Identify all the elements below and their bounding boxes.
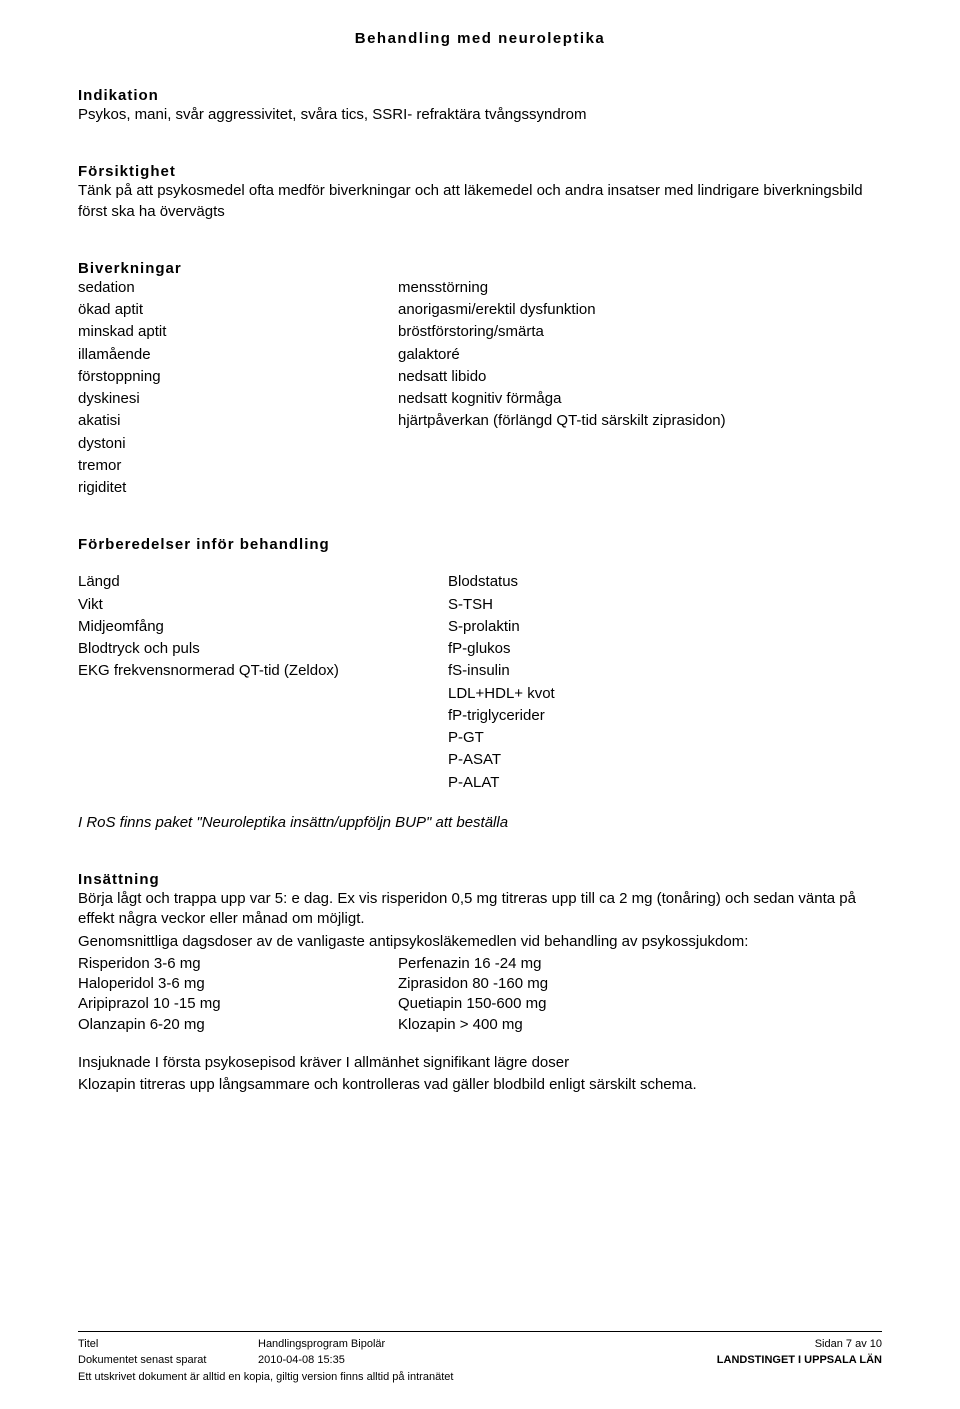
biverkningar-left: sedation bbox=[78, 278, 398, 298]
biverkningar-row: dystoni bbox=[78, 434, 882, 454]
forberedelser-right: Blodstatus bbox=[448, 572, 882, 592]
forberedelser-row: P-ALAT bbox=[78, 773, 882, 793]
forberedelser-left bbox=[78, 773, 448, 793]
dose-left: Haloperidol 3-6 mg bbox=[78, 974, 398, 994]
footer-print-note: Ett utskrivet dokument är alltid en kopi… bbox=[78, 1369, 882, 1386]
biverkningar-row: illamåendegalaktoré bbox=[78, 345, 882, 365]
biverkningar-right: mensstörning bbox=[398, 278, 882, 298]
dose-right: Klozapin > 400 mg bbox=[398, 1015, 882, 1035]
biverkningar-left: akatisi bbox=[78, 411, 398, 431]
biverkningar-right: nedsatt libido bbox=[398, 367, 882, 387]
biverkningar-right: bröstförstoring/smärta bbox=[398, 322, 882, 342]
dose-left: Olanzapin 6-20 mg bbox=[78, 1015, 398, 1035]
forberedelser-left: Midjeomfång bbox=[78, 617, 448, 637]
forberedelser-row: fP-triglycerider bbox=[78, 706, 882, 726]
dose-right: Perfenazin 16 -24 mg bbox=[398, 954, 882, 974]
footer-saved-value: 2010-04-08 15:35 bbox=[258, 1352, 345, 1369]
heading-indikation: Indikation bbox=[78, 87, 882, 104]
forberedelser-row: P-ASAT bbox=[78, 750, 882, 770]
forberedelser-row: ViktS-TSH bbox=[78, 595, 882, 615]
ros-note: I RoS finns paket "Neuroleptika insättn/… bbox=[78, 813, 882, 833]
biverkningar-row: förstoppningnedsatt libido bbox=[78, 367, 882, 387]
insattning-para3: Insjuknade I första psykosepisod kräver … bbox=[78, 1053, 882, 1073]
footer-org: LANDSTINGET I UPPSALA LÄN bbox=[717, 1352, 882, 1369]
biverkningar-row: tremor bbox=[78, 456, 882, 476]
dose-left: Aripiprazol 10 -15 mg bbox=[78, 994, 398, 1014]
forberedelser-row: P-GT bbox=[78, 728, 882, 748]
forberedelser-right: P-ASAT bbox=[448, 750, 882, 770]
page-footer: Titel Handlingsprogram Bipolär Sidan 7 a… bbox=[78, 1331, 882, 1386]
insattning-para1: Börja lågt och trappa upp var 5: e dag. … bbox=[78, 889, 882, 930]
forberedelser-left bbox=[78, 684, 448, 704]
footer-titel-label: Titel bbox=[78, 1336, 258, 1353]
dose-right: Quetiapin 150-600 mg bbox=[398, 994, 882, 1014]
forberedelser-left: EKG frekvensnormerad QT-tid (Zeldox) bbox=[78, 661, 448, 681]
biverkningar-row: minskad aptitbröstförstoring/smärta bbox=[78, 322, 882, 342]
forberedelser-row: LängdBlodstatus bbox=[78, 572, 882, 592]
forberedelser-right: fS-insulin bbox=[448, 661, 882, 681]
insattning-para4: Klozapin titreras upp långsammare och ko… bbox=[78, 1075, 882, 1095]
biverkningar-row: sedationmensstörning bbox=[78, 278, 882, 298]
forberedelser-left: Blodtryck och puls bbox=[78, 639, 448, 659]
forberedelser-left: Längd bbox=[78, 572, 448, 592]
footer-titel-value: Handlingsprogram Bipolär bbox=[258, 1336, 385, 1353]
forberedelser-right: fP-glukos bbox=[448, 639, 882, 659]
biverkningar-row: dyskinesinedsatt kognitiv förmåga bbox=[78, 389, 882, 409]
forberedelser-left bbox=[78, 750, 448, 770]
biverkningar-right: anorigasmi/erektil dysfunktion bbox=[398, 300, 882, 320]
biverkningar-right: hjärtpåverkan (förlängd QT-tid särskilt … bbox=[398, 411, 882, 431]
forberedelser-right: LDL+HDL+ kvot bbox=[448, 684, 882, 704]
biverkningar-row: ökad aptitanorigasmi/erektil dysfunktion bbox=[78, 300, 882, 320]
forberedelser-right: S-TSH bbox=[448, 595, 882, 615]
forberedelser-row: MidjeomfångS-prolaktin bbox=[78, 617, 882, 637]
forberedelser-right: S-prolaktin bbox=[448, 617, 882, 637]
biverkningar-row: rigiditet bbox=[78, 478, 882, 498]
biverkningar-left: ökad aptit bbox=[78, 300, 398, 320]
biverkningar-left: rigiditet bbox=[78, 478, 398, 498]
forberedelser-left: Vikt bbox=[78, 595, 448, 615]
heading-insattning: Insättning bbox=[78, 871, 882, 888]
page-title: Behandling med neuroleptika bbox=[78, 30, 882, 47]
biverkningar-row: akatisihjärtpåverkan (förlängd QT-tid sä… bbox=[78, 411, 882, 431]
forberedelser-row: LDL+HDL+ kvot bbox=[78, 684, 882, 704]
insattning-para2: Genomsnittliga dagsdoser av de vanligast… bbox=[78, 932, 882, 952]
text-forsiktighet: Tänk på att psykosmedel ofta medför bive… bbox=[78, 181, 882, 222]
biverkningar-left: dystoni bbox=[78, 434, 398, 454]
biverkningar-left: dyskinesi bbox=[78, 389, 398, 409]
heading-forberedelser: Förberedelser inför behandling bbox=[78, 536, 882, 553]
dose-right: Ziprasidon 80 -160 mg bbox=[398, 974, 882, 994]
dose-row: Aripiprazol 10 -15 mgQuetiapin 150-600 m… bbox=[78, 994, 882, 1014]
text-indikation: Psykos, mani, svår aggressivitet, svåra … bbox=[78, 105, 882, 125]
biverkningar-right bbox=[398, 478, 882, 498]
biverkningar-left: illamående bbox=[78, 345, 398, 365]
dose-row: Olanzapin 6-20 mgKlozapin > 400 mg bbox=[78, 1015, 882, 1035]
biverkningar-left: tremor bbox=[78, 456, 398, 476]
biverkningar-left: förstoppning bbox=[78, 367, 398, 387]
forberedelser-row: Blodtryck och pulsfP-glukos bbox=[78, 639, 882, 659]
heading-forsiktighet: Försiktighet bbox=[78, 163, 882, 180]
forberedelser-right: P-GT bbox=[448, 728, 882, 748]
biverkningar-right: nedsatt kognitiv förmåga bbox=[398, 389, 882, 409]
biverkningar-right: galaktoré bbox=[398, 345, 882, 365]
footer-saved-label: Dokumentet senast sparat bbox=[78, 1352, 258, 1369]
dose-row: Haloperidol 3-6 mgZiprasidon 80 -160 mg bbox=[78, 974, 882, 994]
forberedelser-row: EKG frekvensnormerad QT-tid (Zeldox)fS-i… bbox=[78, 661, 882, 681]
forberedelser-right: P-ALAT bbox=[448, 773, 882, 793]
biverkningar-right bbox=[398, 456, 882, 476]
heading-biverkningar: Biverkningar bbox=[78, 260, 882, 277]
biverkningar-right bbox=[398, 434, 882, 454]
dose-row: Risperidon 3-6 mgPerfenazin 16 -24 mg bbox=[78, 954, 882, 974]
footer-page-info: Sidan 7 av 10 bbox=[815, 1336, 882, 1353]
biverkningar-left: minskad aptit bbox=[78, 322, 398, 342]
dose-left: Risperidon 3-6 mg bbox=[78, 954, 398, 974]
forberedelser-left bbox=[78, 728, 448, 748]
forberedelser-right: fP-triglycerider bbox=[448, 706, 882, 726]
forberedelser-left bbox=[78, 706, 448, 726]
